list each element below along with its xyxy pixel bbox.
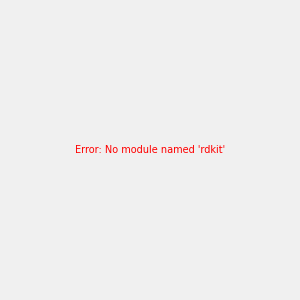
Text: Error: No module named 'rdkit': Error: No module named 'rdkit' (75, 145, 225, 155)
